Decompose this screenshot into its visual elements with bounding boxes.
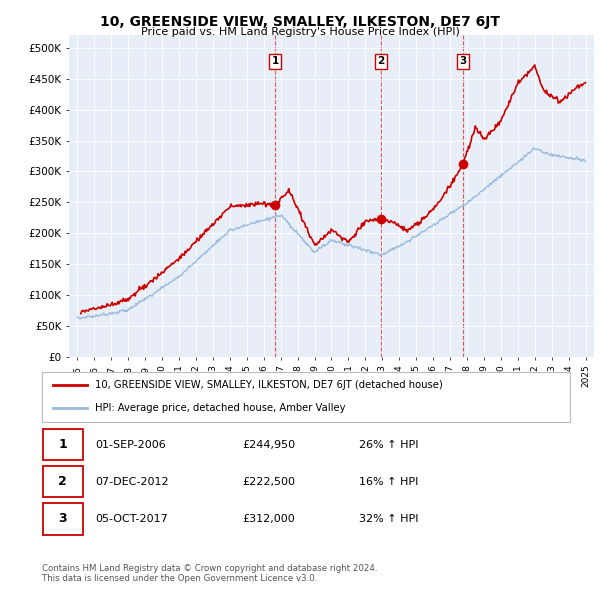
Text: 2: 2	[377, 57, 385, 66]
FancyBboxPatch shape	[43, 429, 83, 460]
Text: 3: 3	[459, 57, 466, 66]
Text: £312,000: £312,000	[242, 514, 295, 524]
Text: £244,950: £244,950	[242, 440, 296, 450]
Text: 01-SEP-2006: 01-SEP-2006	[95, 440, 166, 450]
Text: Price paid vs. HM Land Registry's House Price Index (HPI): Price paid vs. HM Land Registry's House …	[140, 27, 460, 37]
Text: 1: 1	[271, 57, 279, 66]
Text: £222,500: £222,500	[242, 477, 296, 487]
Text: 3: 3	[58, 512, 67, 526]
Text: 1: 1	[58, 438, 67, 451]
Text: 10, GREENSIDE VIEW, SMALLEY, ILKESTON, DE7 6JT (detached house): 10, GREENSIDE VIEW, SMALLEY, ILKESTON, D…	[95, 380, 443, 390]
Text: 10, GREENSIDE VIEW, SMALLEY, ILKESTON, DE7 6JT: 10, GREENSIDE VIEW, SMALLEY, ILKESTON, D…	[100, 15, 500, 29]
Text: 26% ↑ HPI: 26% ↑ HPI	[359, 440, 418, 450]
FancyBboxPatch shape	[43, 503, 83, 535]
Text: Contains HM Land Registry data © Crown copyright and database right 2024.
This d: Contains HM Land Registry data © Crown c…	[42, 563, 377, 583]
Text: 32% ↑ HPI: 32% ↑ HPI	[359, 514, 418, 524]
Text: 16% ↑ HPI: 16% ↑ HPI	[359, 477, 418, 487]
Text: HPI: Average price, detached house, Amber Valley: HPI: Average price, detached house, Ambe…	[95, 404, 346, 414]
Text: 07-DEC-2012: 07-DEC-2012	[95, 477, 169, 487]
Text: 2: 2	[58, 475, 67, 489]
Text: 05-OCT-2017: 05-OCT-2017	[95, 514, 167, 524]
FancyBboxPatch shape	[43, 466, 83, 497]
